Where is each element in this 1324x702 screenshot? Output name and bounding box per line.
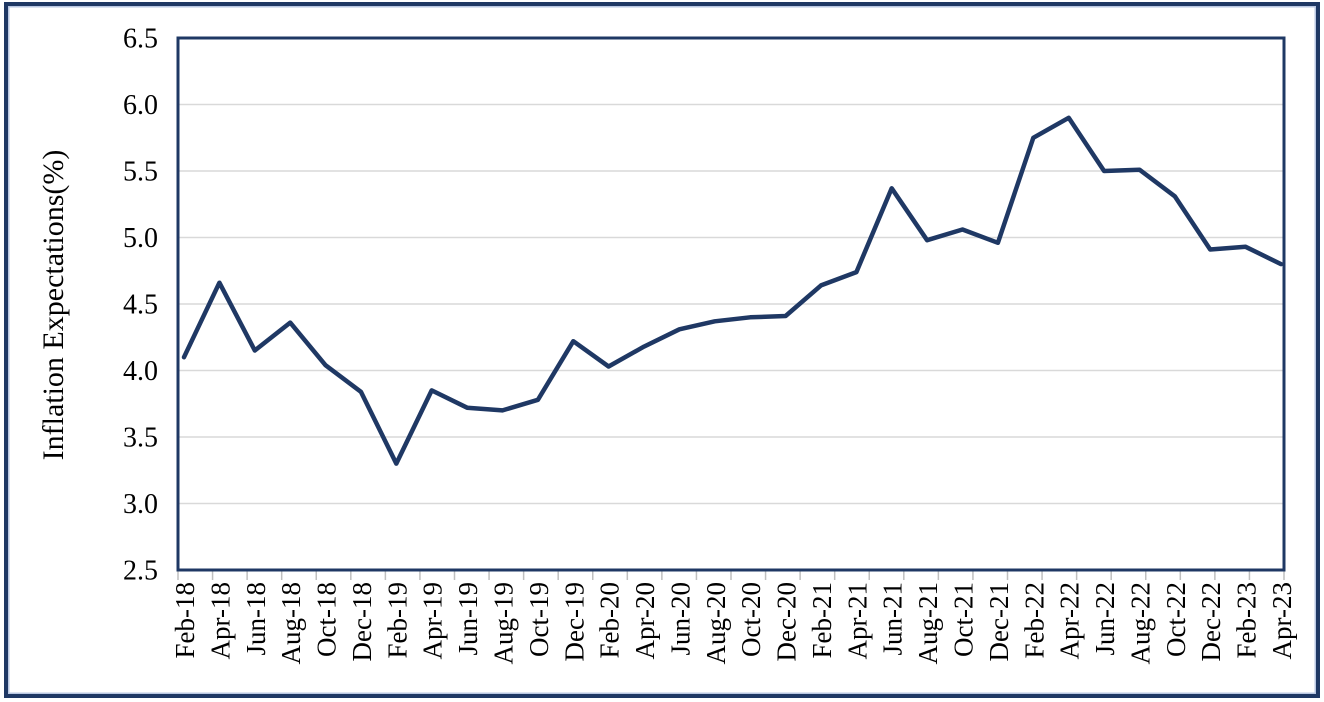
y-axis-tick-label: 6.5 [123,24,158,55]
x-axis-tick-label: Apr-18 [205,582,235,659]
y-axis-tick-label: 3.5 [123,423,158,454]
x-axis-tick-label: Aug-21 [913,582,943,665]
x-axis-tick-label: Apr-20 [630,582,660,659]
x-axis-tick-label: Feb-23 [1232,582,1262,659]
x-axis-tick-label: Dec-20 [772,582,802,661]
x-axis-tick-label: Jun-18 [241,582,271,656]
x-axis-tick-label: Jun-22 [1090,582,1120,656]
x-axis-tick-label: Feb-19 [382,582,412,659]
x-axis-tick-label: Jun-19 [453,582,483,656]
y-axis-tick-label: 5.5 [123,157,158,188]
x-axis-tick-label: Dec-21 [984,582,1014,661]
x-axis-tick-label: Apr-22 [1055,582,1085,659]
x-axis-tick-label: Dec-19 [559,582,589,661]
x-axis-tick-label: Aug-22 [1125,582,1155,665]
x-axis-tick-label: Jun-20 [665,582,695,656]
y-axis-tick-label: 3.0 [123,489,158,520]
x-axis-tick-label: Aug-19 [488,582,518,665]
x-axis-tick-label: Oct-22 [1161,582,1191,657]
plot-frame [176,36,1286,572]
x-axis-tick-label: Feb-18 [170,582,200,659]
inflation-expectations-line [181,115,1284,466]
x-axis-tick-label: Feb-20 [595,582,625,659]
figure-border [4,2,1320,698]
x-axis-tick-label: Feb-22 [1019,582,1049,659]
x-axis-tick-label: Aug-20 [701,582,731,665]
y-axis-tick-label: 4.5 [123,290,158,321]
x-axis-tick-label: Oct-19 [524,582,554,657]
x-axis-tick-label: Oct-18 [312,582,342,657]
x-axis-tick-label: Oct-20 [736,582,766,657]
x-axis-tick-label: Dec-22 [1196,582,1226,661]
x-axis-tick-label: Feb-21 [807,582,837,659]
x-axis-tick-label: Oct-21 [949,582,979,657]
y-axis-tick-label: 2.5 [123,556,158,587]
x-axis-tick-label: Apr-21 [842,582,872,659]
x-axis-tick-label: Aug-18 [276,582,306,665]
x-axis-tick-label: Apr-23 [1267,582,1297,659]
x-axis-tick-label: Jun-21 [878,582,908,656]
y-axis-tick-label: 6.0 [123,90,158,121]
y-axis-tick-label: 5.0 [123,223,158,254]
x-axis-tick-label: Dec-18 [347,582,377,661]
x-axis-tick-label: Apr-19 [418,582,448,659]
y-axis-title: Inflation Expectations(%) [37,149,70,461]
figure-border-inner-edge [7,5,1317,695]
y-axis-tick-label: 4.0 [123,356,158,387]
